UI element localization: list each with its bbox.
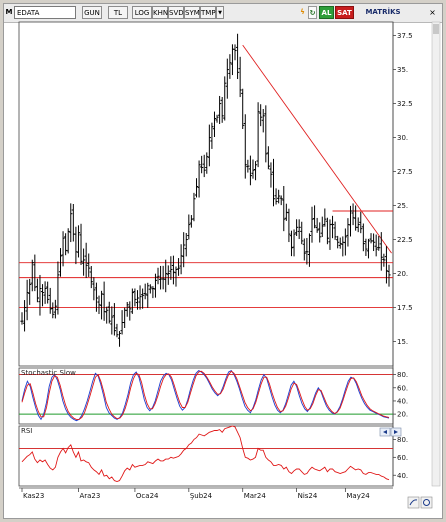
chevron-right-icon <box>394 430 398 434</box>
stochastic-panel: Stochastic Slow <box>19 369 393 422</box>
svd-button[interactable]: SVD <box>168 6 184 19</box>
trendline <box>242 44 392 254</box>
rsi-title: RSI <box>21 427 32 435</box>
y-tick-label: 40. <box>397 472 408 480</box>
scrollbar-thumb <box>433 24 439 34</box>
y-tick-label: 30. <box>397 134 408 142</box>
price-panel-frame <box>18 21 394 367</box>
y-tick-label: 22.5 <box>397 236 413 244</box>
sell-sat-button[interactable]: SAT <box>335 6 354 19</box>
buy-al-button[interactable]: AL <box>319 6 334 19</box>
y-tick-label: 40. <box>397 397 408 405</box>
vertical-scrollbar <box>431 21 441 487</box>
lightning-icon[interactable]: ϟ <box>300 8 305 16</box>
draw-tool-icon <box>409 499 418 506</box>
x-tick-label: May24 <box>346 492 370 500</box>
draw-tool-button <box>407 496 420 509</box>
log-scale-button[interactable]: LOG <box>132 6 152 19</box>
tmp-button[interactable]: TMP <box>200 6 216 19</box>
y-tick-label: 35. <box>397 66 408 74</box>
y-tick-label: 60. <box>397 384 408 392</box>
y-tick-label: 32.5 <box>397 100 413 108</box>
y-tick-label: 37.5 <box>397 32 413 40</box>
settings-icon <box>423 499 430 506</box>
stochastic-title: Stochastic Slow <box>21 369 76 377</box>
currency-tl-button[interactable]: TL <box>108 6 128 19</box>
y-tick-label: 80. <box>397 371 408 379</box>
x-tick-label: Kas23 <box>23 492 44 500</box>
period-gun-button[interactable]: GUN <box>82 6 102 19</box>
stoch-d-line <box>21 370 390 420</box>
symbol-input[interactable]: EDATA <box>14 6 76 19</box>
sym-button[interactable]: SYM <box>184 6 200 19</box>
x-tick-label: Ara23 <box>79 492 100 500</box>
price-panel <box>19 33 393 347</box>
close-icon[interactable]: × <box>429 8 436 17</box>
khn-button[interactable]: KHN <box>152 6 168 19</box>
x-tick-label: Oca24 <box>136 492 159 500</box>
settings-tool-button <box>420 496 433 509</box>
x-tick-label: Nis24 <box>298 492 318 500</box>
chart-toolbar: M EDATA GUN TL LOG KHN SVD SYM TMP ▼ ϟ ↻… <box>4 4 442 23</box>
y-tick-label: 80. <box>397 436 408 444</box>
chevron-left-icon <box>383 430 387 434</box>
y-tick-label: 25. <box>397 202 408 210</box>
x-tick-label: Şub24 <box>190 492 213 500</box>
stoch-k-line <box>21 370 390 422</box>
y-tick-label: 20. <box>397 270 408 278</box>
y-tick-label: 17.5 <box>397 304 413 312</box>
refresh-icon[interactable]: ↻ <box>308 6 317 19</box>
y-tick-label: 15. <box>397 338 408 346</box>
y-tick-label: 60. <box>397 454 408 462</box>
matriks-m-icon[interactable]: M <box>5 8 13 16</box>
y-tick-label: 27.5 <box>397 168 413 176</box>
y-tick-label: 20. <box>397 411 408 419</box>
dropdown-arrow-icon[interactable]: ▼ <box>216 6 224 19</box>
matriks-logo: MATRİKS <box>360 6 406 19</box>
x-tick-label: Mar24 <box>244 492 267 500</box>
rsi-panel: RSI <box>19 425 393 482</box>
rsi-line <box>21 425 390 482</box>
